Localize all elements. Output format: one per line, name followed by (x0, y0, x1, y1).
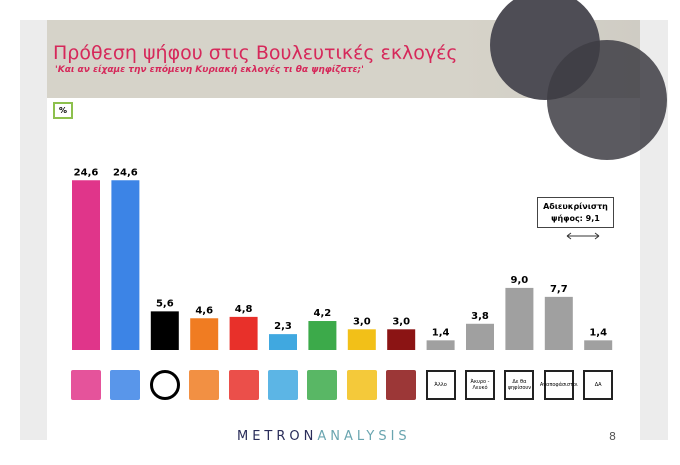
party-logo (228, 370, 259, 400)
category-box: ΔΑ (583, 370, 614, 400)
value-label: 24,6 (74, 167, 99, 178)
bar (584, 340, 613, 350)
annotation-line1: Αδιευκρίνιστη (543, 202, 608, 211)
unit-badge: % (53, 102, 73, 119)
bar (72, 180, 100, 350)
bar (466, 323, 494, 350)
bar (387, 329, 416, 350)
value-label: 24,6 (113, 167, 138, 178)
brand-b: ANALYSIS (317, 429, 411, 444)
value-label: 4,2 (314, 308, 332, 319)
value-label: 9,0 (511, 275, 529, 286)
value-label: 2,3 (274, 321, 292, 332)
brand-a: METRON (237, 429, 318, 444)
category-box: Αναποφάσιστοι (540, 370, 578, 400)
bar (190, 318, 219, 350)
party-logo (386, 370, 417, 400)
value-label: 4,6 (195, 305, 213, 316)
value-label: 4,8 (235, 304, 253, 315)
value-label: 3,0 (392, 316, 410, 327)
category-box: Άλλο (425, 370, 456, 400)
party-logo (71, 370, 101, 400)
bar-chart: 24,6 24,6 5,6 4,6 4,8 2,3 4,2 3,0 3,0 1,4 3,8 9,0 7,… (72, 167, 613, 350)
background-left (20, 20, 47, 440)
value-label: 3,8 (471, 311, 489, 322)
bar (544, 296, 573, 350)
party-logo (149, 370, 180, 400)
bar (505, 287, 534, 350)
bar (426, 340, 455, 350)
bar (269, 334, 297, 350)
party-logo (268, 370, 298, 400)
bar (308, 321, 337, 350)
value-label: 3,0 (353, 316, 371, 327)
chart-subtitle: 'Και αν είχαμε την επόμενη Κυριακή εκλογ… (55, 65, 364, 75)
brand-logo: METRONANALYSIS (237, 429, 411, 444)
bar (229, 316, 258, 350)
bar (347, 329, 376, 350)
value-label: 5,6 (156, 298, 174, 309)
slide: Πρόθεση ψήφου στις Βουλευτικές εκλογές '… (47, 0, 667, 465)
category-box: Δε θα ψηφίσουν (504, 370, 535, 400)
chart-title: Πρόθεση ψήφου στις Βουλευτικές εκλογές (53, 42, 458, 64)
page-number: 8 (609, 430, 616, 443)
value-label: 1,4 (432, 327, 450, 338)
party-logo (110, 370, 141, 400)
header-banner: Πρόθεση ψήφου στις Βουλευτικές εκλογές '… (47, 0, 667, 160)
category-box: Άκυρο - Λευκό (465, 370, 495, 400)
bar (150, 311, 179, 350)
value-label: 1,4 (589, 327, 607, 338)
party-logo (346, 370, 377, 400)
annotation-box: Αδιευκρίνιστη ψήφος: 9,1 (537, 197, 614, 228)
bar (111, 180, 140, 350)
decorative-circle (547, 40, 667, 160)
value-label: 7,7 (550, 284, 568, 295)
annotation-line2: ψήφος: 9,1 (551, 214, 600, 223)
double-arrow-icon (566, 232, 600, 240)
party-logo (307, 370, 338, 400)
party-logo (189, 370, 220, 400)
